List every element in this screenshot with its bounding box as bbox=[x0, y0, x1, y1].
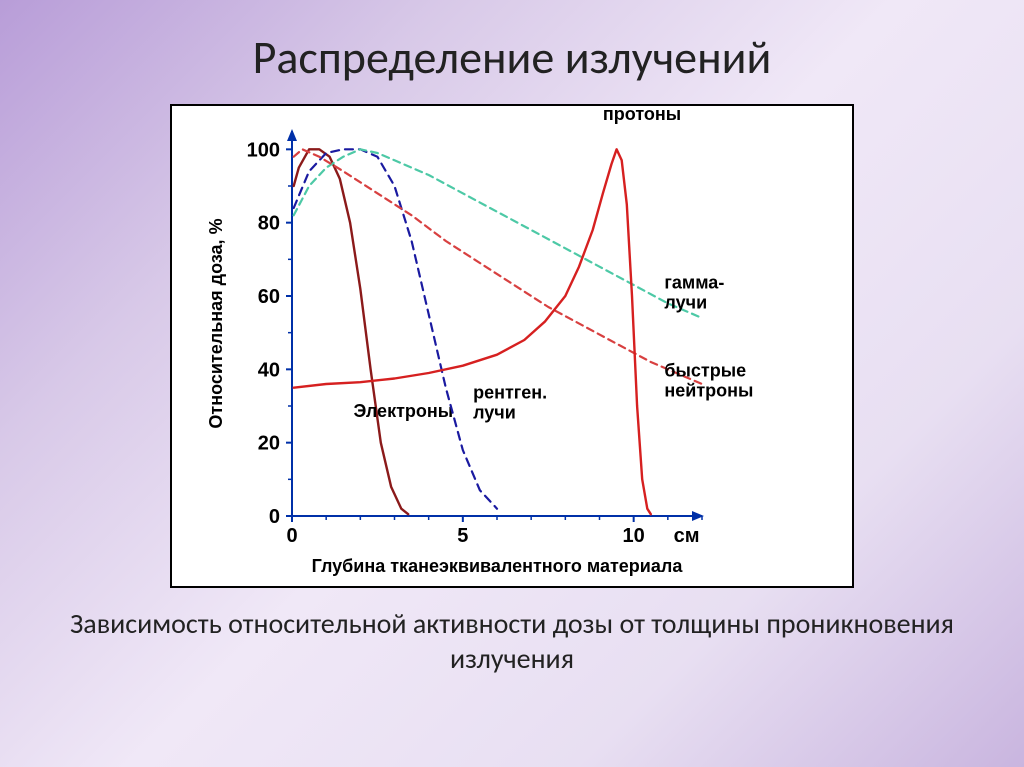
svg-text:лучи: лучи bbox=[664, 293, 707, 313]
svg-text:0: 0 bbox=[286, 525, 297, 547]
svg-text:гамма-: гамма- bbox=[664, 273, 724, 293]
depth-dose-chart: 0 20 40 60 80 100 0 5 10 см Глубина тканеэквивален… bbox=[172, 106, 852, 586]
series-гамма-лучи bbox=[294, 149, 702, 318]
chart-panel: 0 20 40 60 80 100 0 5 10 см Глубина тканеэквивален… bbox=[170, 104, 854, 588]
series-электроны bbox=[294, 149, 409, 514]
series-протоны bbox=[294, 149, 651, 514]
slide-container: Распределение излучений 0 20 40 60 80 100 0 5 10… bbox=[0, 0, 1024, 767]
svg-text:Относительная доза, %: Относительная доза, % bbox=[206, 218, 226, 428]
svg-text:20: 20 bbox=[258, 433, 280, 455]
svg-text:Глубина тканеэквивалентного ма: Глубина тканеэквивалентного материала bbox=[312, 556, 684, 576]
svg-text:60: 60 bbox=[258, 286, 280, 308]
svg-text:40: 40 bbox=[258, 359, 280, 381]
slide-caption: Зависимость относительной активности доз… bbox=[0, 588, 1024, 676]
svg-text:10: 10 bbox=[623, 525, 645, 547]
series-быстрые нейтроны bbox=[294, 149, 702, 384]
svg-text:протоны: протоны bbox=[603, 106, 681, 124]
svg-text:быстрые: быстрые bbox=[664, 361, 746, 381]
svg-text:нейтроны: нейтроны bbox=[664, 381, 753, 401]
svg-text:рентген.: рентген. bbox=[473, 383, 547, 403]
svg-text:80: 80 bbox=[258, 213, 280, 235]
svg-text:0: 0 bbox=[269, 506, 280, 528]
svg-text:5: 5 bbox=[457, 525, 468, 547]
slide-title: Распределение излучений bbox=[0, 0, 1024, 86]
svg-text:100: 100 bbox=[247, 139, 280, 161]
svg-text:лучи: лучи bbox=[473, 403, 516, 423]
series-рентген. лучи bbox=[294, 149, 497, 508]
svg-text:см: см bbox=[674, 525, 700, 547]
svg-text:Электроны: Электроны bbox=[354, 401, 454, 421]
